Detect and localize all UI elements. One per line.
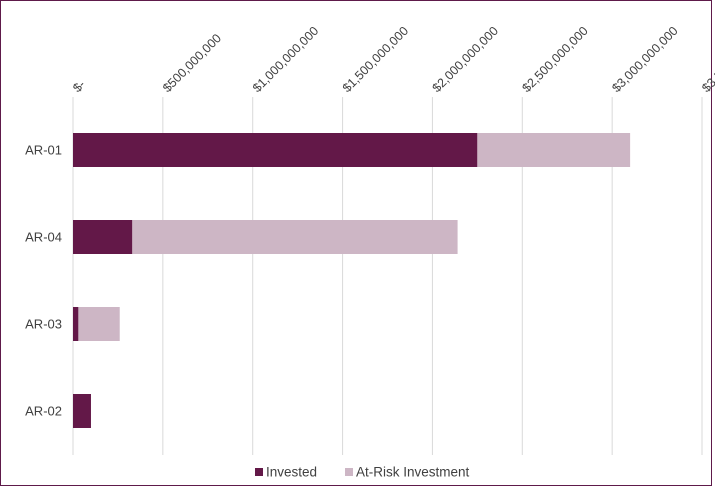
x-tick-label: $500,000,000 xyxy=(160,31,224,95)
category-label: AR-02 xyxy=(25,404,62,419)
x-tick-label: $- xyxy=(70,77,88,95)
bar-ar-02-invested xyxy=(73,394,91,428)
legend-swatch xyxy=(345,468,353,476)
category-label: AR-04 xyxy=(25,230,62,245)
legend-label: At-Risk Investment xyxy=(356,465,470,480)
category-labels: AR-01 AR-04 AR-03 AR-02 xyxy=(25,143,62,419)
bars xyxy=(73,133,631,428)
legend-label: Invested xyxy=(266,465,317,480)
bar-ar-03-invested xyxy=(73,307,79,341)
x-tick-label: $2,000,000,000 xyxy=(430,24,501,95)
bar-ar-04-at-risk xyxy=(132,220,458,254)
bar-ar-01-at-risk xyxy=(477,133,631,167)
bar-ar-01-invested xyxy=(73,133,478,167)
category-label: AR-01 xyxy=(25,143,62,158)
legend: Invested At-Risk Investment xyxy=(255,465,470,480)
x-tick-label: $1,500,000,000 xyxy=(340,24,411,95)
legend-swatch xyxy=(255,468,263,476)
x-tick-label: $2,500,000,000 xyxy=(520,24,591,95)
x-tick-label: $3,500,000,000 xyxy=(699,24,715,95)
x-axis-tick-labels: $- $500,000,000 $1,000,000,000 $1,500,000,0… xyxy=(70,24,715,95)
bar-ar-04-invested xyxy=(73,220,133,254)
category-label: AR-03 xyxy=(25,317,62,332)
x-tick-label: $3,000,000,000 xyxy=(609,24,680,95)
x-tick-label: $1,000,000,000 xyxy=(250,24,321,95)
bar-ar-03-at-risk xyxy=(78,307,120,341)
